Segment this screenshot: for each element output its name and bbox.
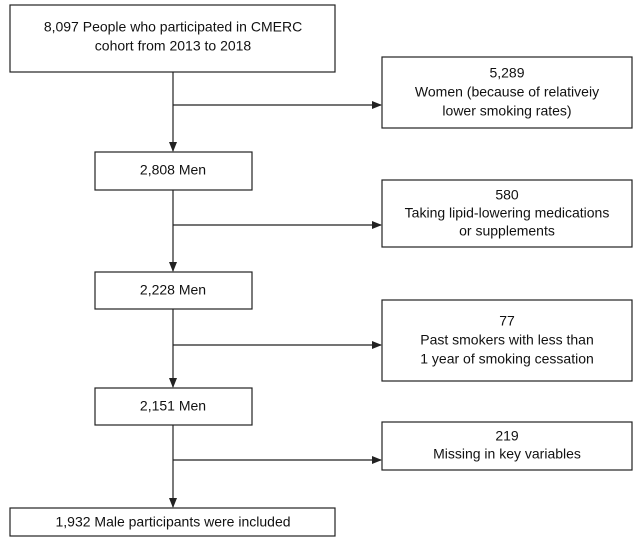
box-text: Taking lipid-lowering medications bbox=[405, 205, 610, 221]
box bbox=[381, 421, 633, 471]
box bbox=[381, 299, 633, 382]
box bbox=[9, 4, 336, 73]
box-text: 2,151 Men bbox=[140, 398, 206, 414]
box bbox=[381, 56, 633, 129]
box bbox=[94, 151, 253, 191]
box-text: 5,289 bbox=[489, 65, 524, 81]
box-text: 8,097 People who participated in CMERC bbox=[44, 19, 302, 35]
box-text: 1,932 Male participants were included bbox=[55, 514, 290, 530]
box bbox=[381, 179, 633, 248]
box-text: 1 year of smoking cessation bbox=[420, 351, 594, 367]
box-text: lower smoking rates) bbox=[442, 103, 571, 119]
box bbox=[9, 507, 336, 537]
box-text: Past smokers with less than bbox=[420, 332, 594, 348]
box-text: or supplements bbox=[459, 223, 555, 239]
box-text: 2,228 Men bbox=[140, 282, 206, 298]
connectors bbox=[169, 72, 382, 508]
box-text: 580 bbox=[495, 187, 519, 203]
box bbox=[94, 387, 253, 426]
box-text: 219 bbox=[495, 428, 519, 444]
box-text: cohort from 2013 to 2018 bbox=[95, 38, 252, 54]
box-text: 2,808 Men bbox=[140, 162, 206, 178]
box-text: Women (because of relativeiy bbox=[415, 84, 599, 100]
box-text: 77 bbox=[499, 313, 515, 329]
box-text: Missing in key variables bbox=[433, 446, 581, 462]
box bbox=[94, 271, 253, 310]
